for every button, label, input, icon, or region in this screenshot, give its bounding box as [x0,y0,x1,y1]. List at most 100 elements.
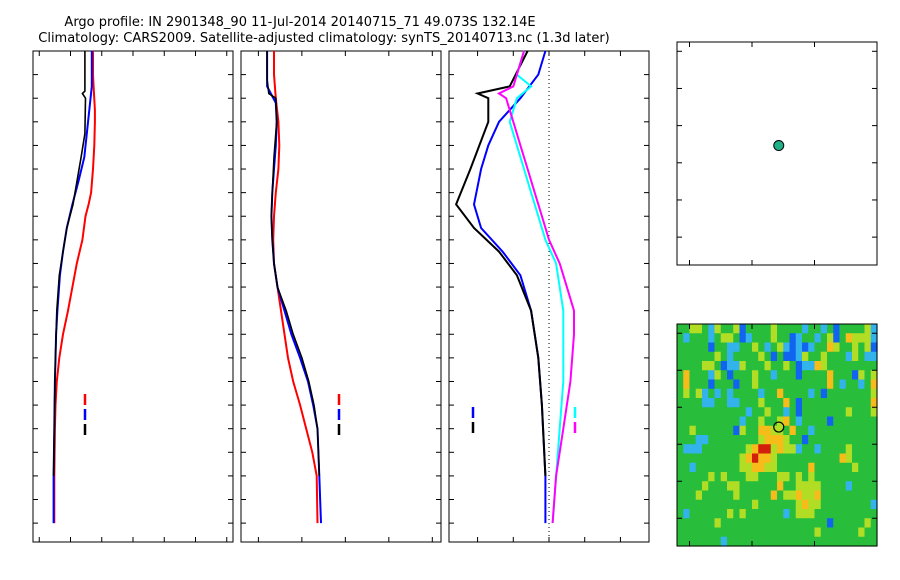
sla-heatmap-cell [758,379,766,390]
sla-heatmap-cell [739,379,747,390]
sla-heatmap-cell [727,453,734,464]
sla-heatmap-cell [820,499,828,510]
sla-heatmap-cell [745,472,753,482]
sla-heatmap-cell [864,398,872,408]
sla-heatmap-cell [777,361,784,371]
sla-heatmap-cell [845,499,853,510]
sla-heatmap-cell [808,407,816,418]
sla-heatmap-cell [695,481,703,492]
sla-heatmap-cell [870,351,878,362]
sla-heatmap-cell [733,499,741,510]
sla-heatmap-cell [777,490,784,501]
sla-heatmap-cell [752,333,759,344]
sla-heatmap-cell [802,499,809,510]
sla-heatmap-cell [714,462,722,473]
sla-heatmap-cell [702,407,709,418]
sla-heatmap-cell [789,398,797,408]
sla-heatmap-cell [683,527,691,538]
sla-heatmap-cell [695,342,703,353]
sla-heatmap-cell [783,444,791,455]
sla-heatmap-cell [702,370,709,381]
sla-heatmap-cell [733,361,741,371]
sla-heatmap-cell [839,407,847,418]
sla-heatmap-cell [852,342,859,353]
temperature-axes-box [32,50,234,543]
sla-heatmap-cell [839,472,847,482]
sla-heatmap-cell [852,509,859,519]
sla-heatmap-cell [795,527,803,538]
sla-heatmap-cell [839,342,847,353]
sla-heatmap-cell [845,435,853,445]
sla-heatmap-cell [789,435,797,445]
altimetry-axes-box [676,323,878,547]
sla-heatmap-cell [708,425,716,436]
sla-heatmap-cell [739,509,747,519]
sla-heatmap-cell [777,527,784,538]
sla-heatmap-cell [720,435,728,445]
sla-heatmap-cell [683,490,691,501]
sla-heatmap-cell [695,370,703,381]
location-axes-box [676,41,878,266]
sla-heatmap-cell [683,462,691,473]
sla-heatmap-cell [858,490,866,501]
sla-heatmap-cell [777,462,784,473]
sla-heatmap-cell [783,361,791,371]
sla-heatmap-cell [689,453,697,464]
sla-heatmap-cell [689,481,697,492]
sla-heatmap-cell [702,499,709,510]
sla-heatmap-cell [870,416,878,427]
sla-heatmap-cell [745,324,753,334]
sla-heatmap-cell [745,481,753,492]
sla-heatmap-cell [752,518,759,529]
sla-heatmap-cell [833,398,841,408]
sla-heatmap-cell [683,333,691,344]
sla-heatmap-cell [864,425,872,436]
sla-heatmap-cell [827,453,834,464]
sla-heatmap-cell [814,435,822,445]
sla-heatmap-cell [764,462,772,473]
sla-heatmap-cell [727,342,734,353]
sla-heatmap-cell [795,536,803,547]
sla-heatmap-cell [708,379,716,390]
sla-heatmap-cell [770,416,778,427]
differences-axes-box [448,50,650,543]
sla-heatmap-cell [677,527,684,538]
sla-heatmap-cell [695,361,703,371]
sla-heatmap-cell [733,416,741,427]
sla-heatmap-cell [745,370,753,381]
sla-heatmap-cell [802,435,809,445]
sla-heatmap-cell [839,444,847,455]
sla-heatmap-cell [833,379,841,390]
sla-heatmap-cell [839,425,847,436]
sla-heatmap-cell [739,425,747,436]
sla-heatmap-cell [695,435,703,445]
sla-heatmap-cell [789,370,797,381]
sla-heatmap-cell [789,333,797,344]
sla-heatmap-cell [852,388,859,399]
sla-heatmap-cell [758,435,766,445]
sla-heatmap-cell [683,425,691,436]
sla-heatmap-cell [683,370,691,381]
sla-heatmap-cell [827,472,834,482]
sla-heatmap-cell [770,481,778,492]
sla-heatmap-cell [764,351,772,362]
sla-heatmap-cell [858,481,866,492]
sla-heatmap-cell [714,388,722,399]
sla-heatmap-cell [827,435,834,445]
sla-heatmap-cell [708,518,716,529]
sla-heatmap-cell [770,518,778,529]
sla-heatmap-cell [733,472,741,482]
sla-heatmap-cell [789,342,797,353]
sla-heatmap-cell [814,388,822,399]
sla-heatmap-cell [720,407,728,418]
sla-heatmap-cell [783,324,791,334]
sla-heatmap-cell [864,324,872,334]
sla-heatmap-cell [708,453,716,464]
sla-heatmap-cell [833,333,841,344]
sla-heatmap-cell [695,407,703,418]
sla-heatmap-cell [802,518,809,529]
sla-heatmap-cell [802,527,809,538]
sla-heatmap-cell [814,481,822,492]
sla-heatmap-cell [683,499,691,510]
sla-heatmap-cell [758,370,766,381]
